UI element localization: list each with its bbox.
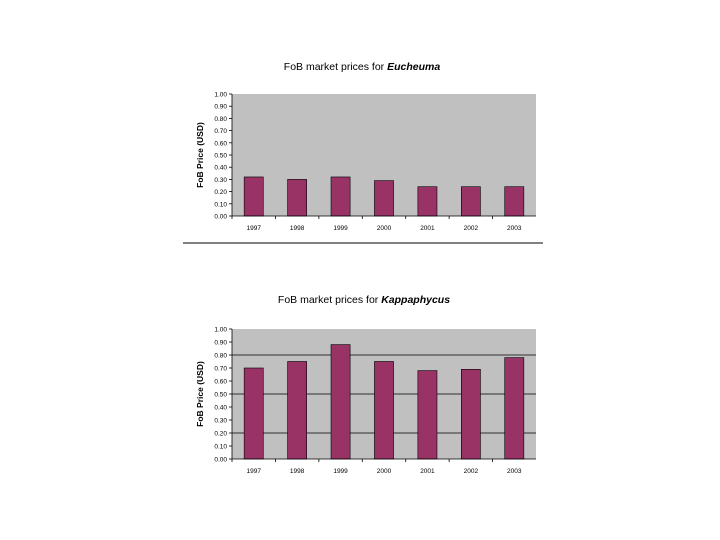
y-tick-label: 0.40 [214,405,227,412]
chart-title: FoB market prices for Eucheuma [284,61,441,73]
bar-1997 [243,367,264,460]
x-tick-label: 2001 [420,225,435,232]
y-tick-label: 0.10 [214,201,227,208]
x-tick-label: 1998 [290,468,305,475]
x-tick-label: 1999 [333,225,348,232]
eucheuma-chart: FoB market prices for Eucheuma FoB Price… [195,61,536,232]
bar-2002 [461,368,481,460]
x-tick-label: 1998 [290,225,305,232]
x-tick-label: 2000 [377,225,392,232]
x-tick-labels: 1997 1998 1999 2000 2001 2002 2003 [231,216,522,232]
y-tick-label: 0.90 [214,104,227,111]
y-tick-label: 0.30 [214,177,227,184]
y-tick-labels: 0.00 0.10 0.20 0.30 0.40 0.50 0.60 0.70 0.80 0.90… [214,327,232,464]
y-tick-label: 0.10 [214,444,227,451]
bar-1998 [287,179,307,217]
bar-1999 [330,176,351,217]
bars [243,176,525,217]
y-tick-label: 1.00 [214,92,227,99]
y-tick-label: 0.30 [214,418,227,425]
bar-2001 [417,186,438,217]
y-tick-label: 0.00 [214,214,227,221]
bar-1997 [243,176,264,217]
x-tick-label: 1997 [246,225,261,232]
y-axis-label: FoB Price (USD) [195,122,205,188]
bar-2000 [374,180,394,217]
x-tick-label: 2003 [507,468,522,475]
x-tick-label: 2003 [507,225,522,232]
y-tick-label: 0.80 [214,353,227,360]
x-tick-labels: 1997 1998 1999 2000 2001 2002 2003 [231,459,522,475]
bar-2000 [374,361,394,460]
y-tick-label: 1.00 [214,327,227,334]
chart-title: FoB market prices for Kappaphycus [278,294,450,306]
y-tick-label: 0.60 [214,140,227,147]
y-tick-label: 0.50 [214,153,227,160]
y-tick-label: 0.00 [214,457,227,464]
y-tick-label: 0.90 [214,340,227,347]
x-tick-label: 2002 [464,468,479,475]
chart-title-prefix: FoB market prices for [284,61,387,73]
bar-2003 [504,186,525,217]
kappaphycus-chart: FoB market prices for Kappaphycus FoB Pr… [195,294,536,475]
bar-2002 [461,186,481,217]
bar-1999 [330,344,351,460]
chart-title-prefix: FoB market prices for [278,294,381,306]
x-tick-label: 1999 [333,468,348,475]
bar-2001 [417,370,438,460]
y-tick-label: 0.80 [214,116,227,123]
y-tick-label: 0.70 [214,366,227,373]
bar-1998 [287,361,307,460]
y-tick-label: 0.40 [214,165,227,172]
y-axis-label: FoB Price (USD) [195,361,205,427]
y-tick-label: 0.20 [214,431,227,438]
chart-title-species: Kappaphycus [381,294,450,306]
y-tick-label: 0.60 [214,379,227,386]
x-tick-label: 1997 [246,468,261,475]
y-tick-label: 0.50 [214,392,227,399]
chart-title-species: Eucheuma [387,61,440,73]
x-tick-label: 2001 [420,468,435,475]
bars [243,344,525,460]
y-tick-labels: 0.00 0.10 0.20 0.30 0.40 0.50 0.60 0.70 0.80 0.90… [214,92,232,221]
y-tick-label: 0.20 [214,189,227,196]
x-tick-label: 2002 [464,225,479,232]
bar-2003 [504,357,525,460]
x-tick-label: 2000 [377,468,392,475]
y-tick-label: 0.70 [214,128,227,135]
